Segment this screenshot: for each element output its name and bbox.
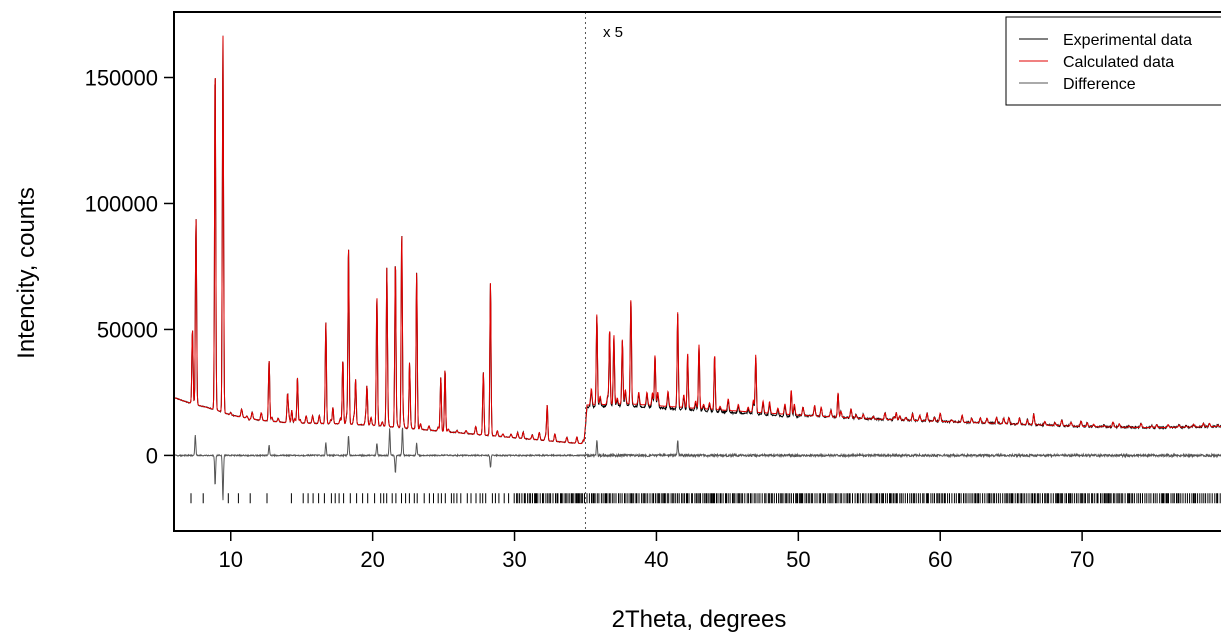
y-tick-label-100000: 100000 xyxy=(85,191,158,216)
reflection-markers xyxy=(190,493,1221,504)
legend-label-difference: Difference xyxy=(1063,76,1136,93)
calculated-data-line xyxy=(174,35,1221,445)
x-tick-label-10: 10 xyxy=(219,547,243,572)
x-tick-label-20: 20 xyxy=(360,547,384,572)
x-axis-label: 2Theta, degrees xyxy=(612,606,787,633)
plot-frame xyxy=(173,11,1221,532)
legend-label-calculated: Calculated data xyxy=(1063,54,1174,71)
x-tick-label-60: 60 xyxy=(928,547,952,572)
legend: Experimental data Calculated data Differ… xyxy=(1005,16,1221,106)
plot-series xyxy=(174,35,1221,504)
plot-content xyxy=(174,12,1221,531)
y-tick-label-50000: 50000 xyxy=(97,317,158,342)
axis-ticks: 10 20 30 40 50 60 70 0 50000 100000 150000 xyxy=(85,66,1095,572)
scale-annotation: x 5 xyxy=(603,24,623,41)
x-tick-label-40: 40 xyxy=(644,547,668,572)
x-tick-label-50: 50 xyxy=(786,547,810,572)
difference-line xyxy=(174,427,1221,501)
y-axis-label: Intencity, counts xyxy=(13,187,40,359)
y-tick-label-150000: 150000 xyxy=(85,66,158,91)
y-tick-label-0: 0 xyxy=(146,443,158,468)
legend-label-experimental: Experimental data xyxy=(1063,32,1192,49)
x-tick-label-30: 30 xyxy=(502,547,526,572)
x-tick-label-70: 70 xyxy=(1070,547,1094,572)
